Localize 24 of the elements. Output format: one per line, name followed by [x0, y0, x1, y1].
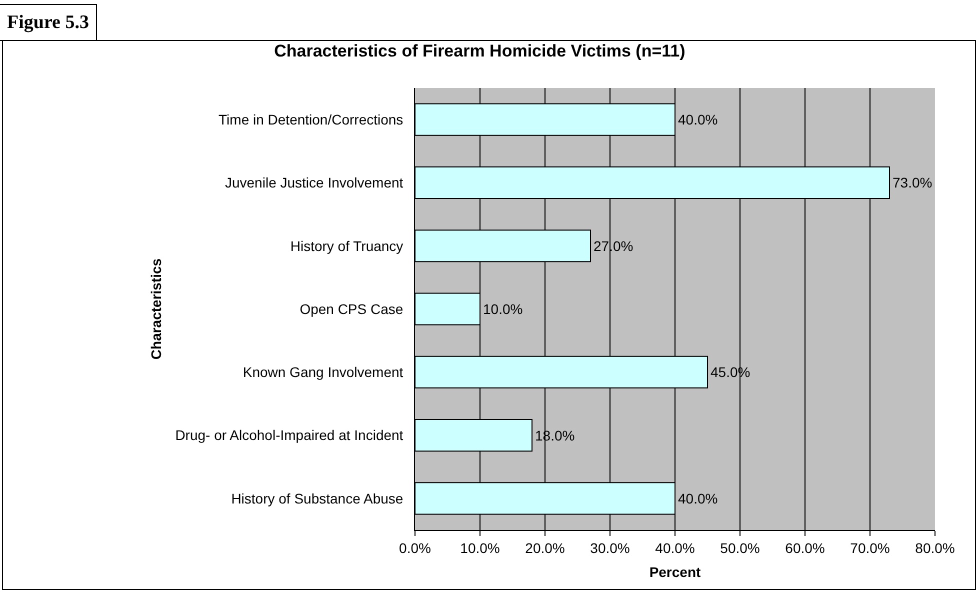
caption: Figure 5.3 [7, 12, 89, 33]
y-tick-label: Open CPS Case [300, 300, 404, 317]
chart-title: Characteristics of Firearm Homicide Victims (n=11) [274, 41, 686, 60]
x-tick-label: 70.0% [850, 540, 890, 556]
y-tick-label: Known Gang Involvement [242, 364, 404, 380]
x-axis-title: Percent [649, 564, 702, 580]
x-tick-label: 40.0% [655, 540, 695, 556]
x-tick-label: 30.0% [590, 540, 630, 556]
data-label: 73.0% [892, 174, 932, 191]
y-tick-label: History of Truancy [290, 238, 404, 254]
x-tick-label: 60.0% [785, 540, 825, 556]
x-tick-label: 80.0% [915, 540, 955, 556]
x-tick-label: 0.0% [399, 540, 431, 556]
y-tick-label: Drug- or Alcohol-Impaired at Incident [175, 427, 404, 444]
data-label: 40.0% [678, 490, 718, 506]
y-tick-label: History of Substance Abuse [231, 490, 404, 506]
x-tick-label: 10.0% [460, 540, 500, 556]
y-axis-title: Characteristics [148, 258, 164, 360]
data-label: 10.0% [483, 301, 523, 317]
x-tick-label: 50.0% [720, 540, 760, 556]
y-tick-label: Time in Detention/Corrections [218, 111, 404, 128]
data-label: 40.0% [678, 112, 718, 128]
x-tick-label: 20.0% [525, 540, 565, 556]
y-tick-label: Juvenile Justice Involvement [224, 174, 404, 191]
